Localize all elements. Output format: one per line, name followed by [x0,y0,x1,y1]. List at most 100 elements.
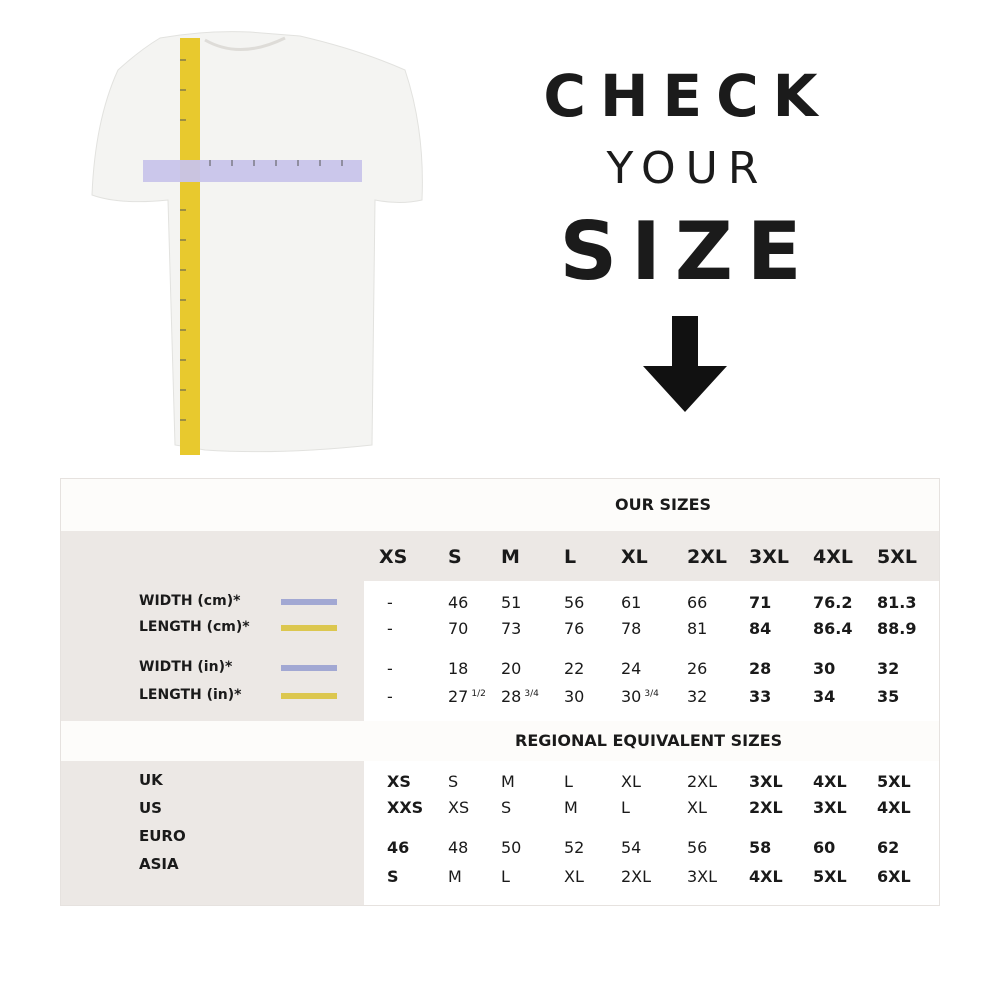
size-column-header: XS [379,546,408,568]
measurement-color-swatch [281,665,337,671]
size-column-header: 5XL [877,546,917,568]
value-text: 51 [501,593,522,612]
regional-size-value: S [501,798,512,817]
size-column-header: L [564,546,577,568]
heading-check: CHECK [543,62,832,130]
regional-size-value: 52 [564,838,585,857]
width-tape-measure [143,160,362,182]
measurement-value: 76 [564,619,584,638]
regional-size-value: 3XL [813,798,847,817]
measurement-value: 81.3 [877,593,916,612]
measurement-value: 30 3/4 [621,687,659,706]
regional-size-value: 4XL [813,772,847,791]
regional-size-value: XS [448,798,470,817]
measurement-value: 51 [501,593,521,612]
measurement-value: 32 [687,687,707,706]
size-column-header: XL [621,546,648,568]
region-label: UK [139,771,163,789]
regional-size-value: 4XL [749,867,783,886]
value-text: 24 [621,659,642,678]
regional-size-value: 54 [621,838,642,857]
value-text: 32 [877,659,900,678]
measurement-value: - [387,619,393,638]
value-text: 28 [749,659,772,678]
value-text: 30 [813,659,836,678]
size-column-header: 4XL [813,546,853,568]
value-text: 26 [687,659,708,678]
regional-size-value: 3XL [687,867,718,886]
regional-size-value: S [448,772,459,791]
size-header-band [61,531,939,581]
regional-size-value: 46 [387,838,410,857]
region-label: EURO [139,827,186,845]
regional-size-value: XL [564,867,584,886]
region-label: ASIA [139,855,179,873]
value-text: 32 [687,687,708,706]
measurement-value: 61 [621,593,641,612]
size-column-header: 2XL [687,546,727,568]
regional-size-value: L [564,772,573,791]
regional-size-value: L [501,867,510,886]
regional-title: REGIONAL EQUIVALENT SIZES [515,731,783,750]
measurement-color-swatch [281,625,337,631]
size-column-header: M [501,546,520,568]
regional-size-value: 6XL [877,867,911,886]
value-text: 88.9 [877,619,917,638]
measurement-value: 32 [877,659,899,678]
measurement-value: 18 [448,659,468,678]
regional-size-value: 2XL [749,798,783,817]
regional-size-value: M [448,867,462,886]
measurement-color-swatch [281,693,337,699]
value-text: 30 [621,687,642,706]
length-tape-measure [180,38,200,455]
measurement-value: 70 [448,619,468,638]
arrow-down-icon [643,316,727,412]
value-text: 35 [877,687,900,706]
measurement-value: 26 [687,659,707,678]
value-text: 73 [501,619,522,638]
measurement-color-swatch [281,599,337,605]
measurement-value: - [387,659,393,678]
value-text: 18 [448,659,469,678]
value-text: 20 [501,659,522,678]
regional-size-value: M [564,798,578,817]
value-text: - [387,659,393,678]
value-text: 34 [813,687,836,706]
regional-size-value: 50 [501,838,522,857]
regional-size-value: 60 [813,838,836,857]
regional-size-value: L [621,798,630,817]
measurement-value: 27 1/2 [448,687,486,706]
value-text: 33 [749,687,772,706]
measurement-value: 78 [621,619,641,638]
value-text: - [387,687,393,706]
measurement-value: 28 [749,659,771,678]
regional-size-value: 4XL [877,798,911,817]
size-chart-table: OUR SIZES REGIONAL EQUIVALENT SIZES XS S M… [60,478,940,906]
regional-size-value: M [501,772,515,791]
value-fraction: 1/2 [471,689,486,699]
regional-size-value: 2XL [621,867,652,886]
measurement-value: 20 [501,659,521,678]
value-text: 81.3 [877,593,917,612]
measurement-value: 84 [749,619,771,638]
heading-size: SIZE [559,205,816,298]
measurement-value: 30 [813,659,835,678]
regional-size-value: 2XL [687,772,718,791]
measurement-value: 33 [749,687,771,706]
value-text: - [387,593,393,612]
regional-size-value: XXS [387,798,424,817]
measurement-value: 86.4 [813,619,852,638]
measurement-value: 46 [448,593,468,612]
region-label: US [139,799,162,817]
heading-your: YOUR [606,143,769,194]
regional-size-value: 5XL [813,867,847,886]
value-text: 81 [687,619,708,638]
our-sizes-title: OUR SIZES [615,495,712,514]
measurement-value: 76.2 [813,593,852,612]
regional-size-value: 5XL [877,772,911,791]
value-text: 70 [448,619,469,638]
measurement-value: 88.9 [877,619,916,638]
measurement-label: LENGTH (in)* [139,687,242,703]
value-text: 56 [564,593,585,612]
measurement-value: 71 [749,593,771,612]
